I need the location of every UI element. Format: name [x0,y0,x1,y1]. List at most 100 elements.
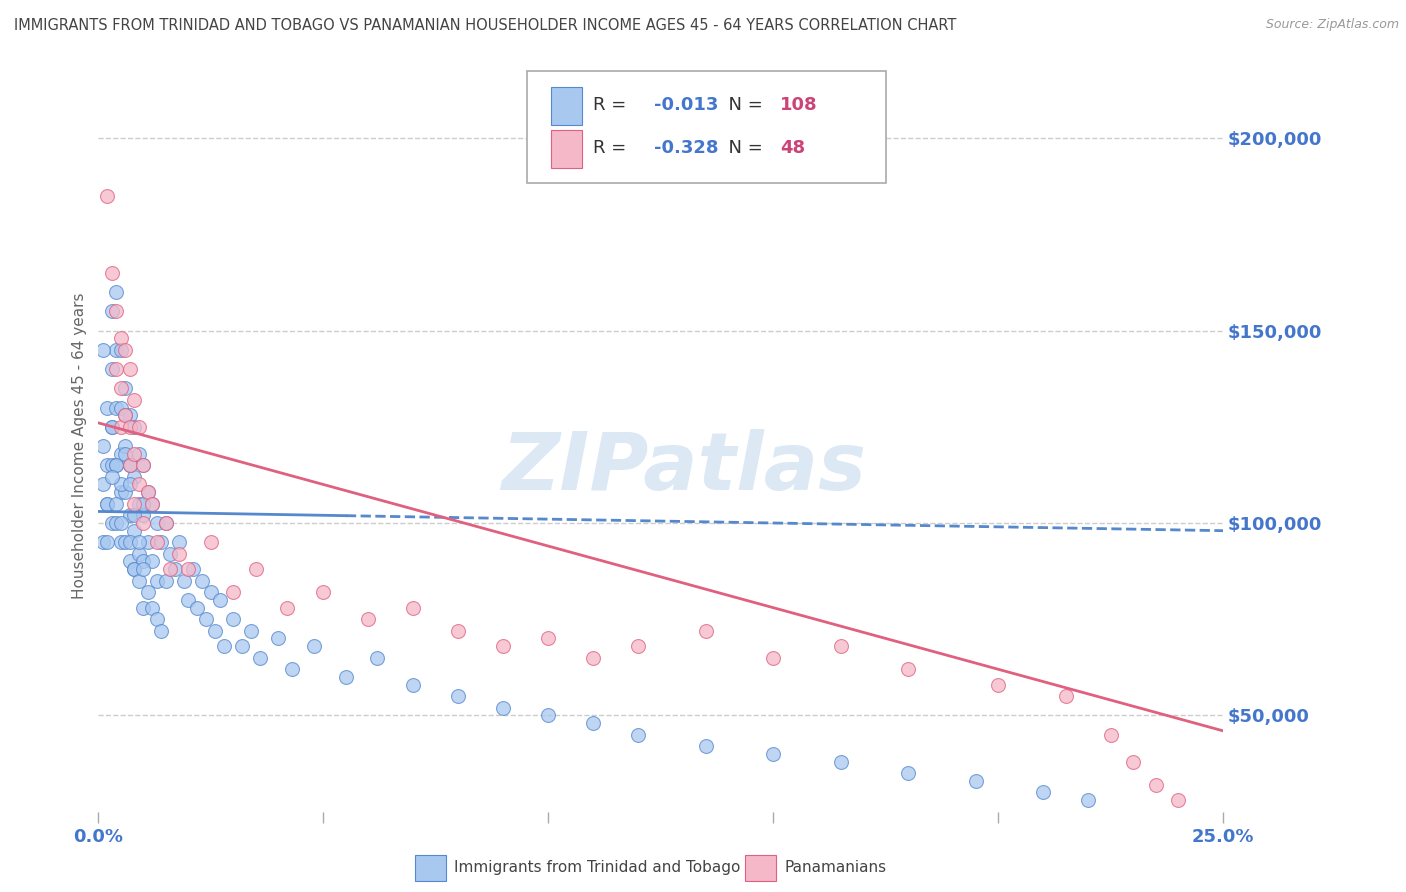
Point [101,458,124,473]
Point [1077,793,1099,807]
Text: -0.328: -0.328 [654,139,718,157]
Point [155,516,177,530]
Text: N =: N = [717,139,769,157]
Point [1144,778,1167,792]
Point [101,419,124,434]
Point [447,624,470,638]
Point [304,639,326,653]
Point [118,535,141,549]
Point [177,562,200,576]
Point [1032,785,1054,799]
Point [96,535,118,549]
Point [249,650,271,665]
Point [132,562,155,576]
Point [830,755,852,769]
Point [118,477,141,491]
Point [163,562,186,576]
Point [101,516,124,530]
Point [402,600,425,615]
Point [101,266,124,280]
Point [118,508,141,523]
Point [169,547,191,561]
Point [105,516,128,530]
Point [96,497,118,511]
Point [492,639,515,653]
Point [105,285,128,299]
Point [101,362,124,376]
Point [627,728,650,742]
Point [181,562,204,576]
Point [200,535,222,549]
Point [105,458,128,473]
Point [110,477,132,491]
Point [132,554,155,568]
Point [114,485,136,500]
Point [1122,755,1144,769]
Point [762,747,785,761]
Point [105,343,128,357]
Point [830,639,852,653]
Point [214,639,236,653]
Point [447,690,470,704]
Point [695,739,717,754]
Text: 48: 48 [780,139,806,157]
Point [124,524,146,538]
Point [110,447,132,461]
Point [231,639,253,653]
Point [110,516,132,530]
Point [128,547,150,561]
Text: Source: ZipAtlas.com: Source: ZipAtlas.com [1265,18,1399,31]
Point [136,485,159,500]
Point [141,497,163,511]
Point [110,343,132,357]
Point [208,593,231,607]
Point [200,585,222,599]
Text: Panamanians: Panamanians [785,861,887,875]
Text: Immigrants from Trinidad and Tobago: Immigrants from Trinidad and Tobago [454,861,741,875]
Point [110,401,132,415]
Text: IMMIGRANTS FROM TRINIDAD AND TOBAGO VS PANAMANIAN HOUSEHOLDER INCOME AGES 45 - 6: IMMIGRANTS FROM TRINIDAD AND TOBAGO VS P… [14,18,956,33]
Point [124,497,146,511]
Point [132,516,155,530]
Point [141,554,163,568]
Point [110,485,132,500]
Point [124,562,146,576]
Point [91,477,114,491]
Point [110,331,132,345]
Point [276,600,298,615]
Point [195,612,218,626]
Point [150,624,173,638]
Point [105,401,128,415]
Point [146,535,169,549]
Point [114,343,136,357]
Point [695,624,717,638]
Text: ZIPatlas: ZIPatlas [501,429,866,507]
Point [186,600,208,615]
Point [582,716,605,731]
Point [897,766,920,780]
Text: N =: N = [717,96,769,114]
Point [118,362,141,376]
Point [987,678,1010,692]
Point [146,516,169,530]
Point [128,535,150,549]
Point [897,662,920,676]
Point [136,585,159,599]
Point [222,585,245,599]
Point [96,401,118,415]
Point [762,650,785,665]
Point [132,600,155,615]
Point [96,458,118,473]
Point [128,419,150,434]
Point [222,612,245,626]
Point [124,562,146,576]
Point [114,447,136,461]
Point [965,773,987,788]
Point [159,547,181,561]
Point [124,447,146,461]
Point [1167,793,1189,807]
Point [136,535,159,549]
Point [146,574,169,588]
Point [118,458,141,473]
Point [101,304,124,318]
